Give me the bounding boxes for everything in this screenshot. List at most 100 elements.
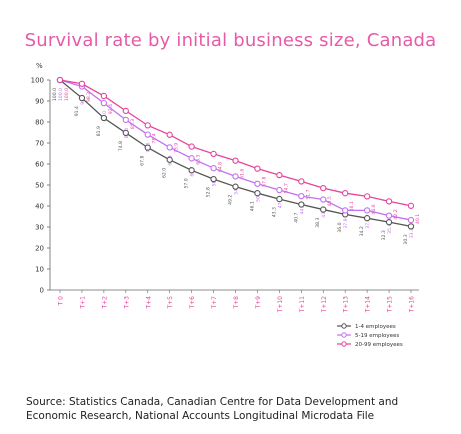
legend-marker bbox=[341, 323, 347, 329]
y-tick-label: 30 bbox=[35, 224, 44, 232]
data-label: 100.0 bbox=[58, 88, 64, 101]
data-labels: 100.0 91.4 81.9 74.8 67.8 62.0 57.0 52.8 49.2 46.… bbox=[52, 88, 421, 245]
axes: % 0 10 20 30 40 50 60 70 80 90 100 T 0 T+1 T+2 T+3 T+4 T+… bbox=[31, 62, 419, 313]
legend: 1-4 employees 5-19 employees 20-99 employe… bbox=[337, 323, 403, 348]
data-label: 98.2 bbox=[86, 92, 92, 102]
chart-title: Survival rate by initial business size, … bbox=[24, 30, 437, 51]
data-label: 67.8 bbox=[140, 156, 146, 166]
y-tick-label: 0 bbox=[40, 287, 44, 295]
x-tick-label: T 0 bbox=[58, 296, 65, 307]
legend-label: 20-99 employees bbox=[355, 342, 403, 348]
data-label: 44.6 bbox=[371, 204, 377, 214]
series-lines bbox=[56, 76, 415, 230]
data-point bbox=[342, 207, 349, 214]
data-point bbox=[342, 190, 349, 197]
x-tick-label: T+2 bbox=[101, 296, 108, 310]
data-label: 61.6 bbox=[240, 169, 246, 179]
data-point bbox=[232, 173, 239, 180]
data-label: 73.9 bbox=[174, 143, 180, 153]
legend-marker bbox=[341, 341, 347, 347]
data-point bbox=[254, 190, 261, 197]
y-tick-label: 80 bbox=[35, 119, 44, 127]
data-point bbox=[276, 195, 283, 203]
data-point bbox=[188, 155, 195, 162]
data-label: 42.2 bbox=[393, 209, 399, 219]
y-tick-label: 60 bbox=[35, 161, 44, 169]
data-point bbox=[56, 76, 64, 84]
y-tick-label: 40 bbox=[35, 203, 44, 211]
x-tick-label: T+11 bbox=[299, 296, 306, 314]
x-tick-label: T+12 bbox=[321, 296, 328, 314]
data-point bbox=[385, 212, 393, 219]
data-point bbox=[254, 180, 261, 187]
series-line bbox=[59, 79, 412, 221]
data-point bbox=[298, 178, 305, 185]
data-point bbox=[210, 165, 217, 172]
data-label: 46.1 bbox=[249, 201, 255, 211]
data-label: 81.9 bbox=[96, 126, 102, 136]
data-point bbox=[320, 206, 327, 213]
data-label: 68.3 bbox=[196, 154, 202, 164]
data-point bbox=[320, 196, 327, 203]
data-point bbox=[122, 116, 129, 124]
data-label: 51.7 bbox=[305, 189, 311, 199]
x-tick-label: T+13 bbox=[343, 296, 350, 314]
data-point bbox=[385, 198, 393, 205]
data-point bbox=[100, 114, 108, 122]
y-tick-label: 90 bbox=[35, 98, 44, 106]
data-label: 57.0 bbox=[184, 178, 190, 188]
x-tick-label: T+9 bbox=[255, 296, 262, 310]
data-point bbox=[144, 122, 151, 129]
data-label: 43.1 bbox=[321, 207, 327, 217]
legend-label: 1-4 employees bbox=[355, 324, 396, 330]
data-label: 100.0 bbox=[64, 88, 70, 101]
y-tick-label: 20 bbox=[35, 245, 44, 253]
data-point bbox=[363, 215, 371, 222]
data-label: 49.2 bbox=[228, 195, 234, 205]
data-point bbox=[254, 165, 261, 172]
x-tick-label: T+15 bbox=[387, 296, 394, 314]
x-tick-label: T+10 bbox=[277, 296, 284, 314]
data-point bbox=[385, 219, 393, 226]
data-label: 32.3 bbox=[381, 230, 387, 240]
data-point bbox=[144, 144, 151, 151]
data-label: 37.9 bbox=[365, 218, 371, 228]
data-label: 43.3 bbox=[271, 207, 277, 217]
data-label: 52.8 bbox=[206, 187, 212, 197]
data-label: 46.1 bbox=[349, 201, 355, 211]
data-point bbox=[166, 144, 173, 151]
y-tick-label: 70 bbox=[35, 140, 44, 148]
data-label: 54.7 bbox=[283, 183, 289, 193]
source-note: Source: Statistics Canada, Canadian Cent… bbox=[26, 396, 399, 422]
data-point bbox=[122, 129, 129, 137]
data-label: 40.7 bbox=[293, 212, 299, 222]
x-tick-label: T+5 bbox=[167, 296, 174, 310]
data-point bbox=[122, 107, 129, 115]
data-point bbox=[100, 92, 108, 100]
x-tick-label: T+8 bbox=[233, 296, 240, 310]
data-label: 64.8 bbox=[218, 162, 224, 172]
x-tick-label: T+4 bbox=[145, 296, 152, 310]
data-label: 57.8 bbox=[261, 177, 267, 187]
data-point bbox=[78, 94, 86, 102]
data-label: 50.6 bbox=[255, 192, 261, 202]
y-tick-label: 10 bbox=[35, 266, 44, 274]
data-point bbox=[166, 156, 173, 163]
data-label: 62.0 bbox=[162, 168, 168, 178]
data-point bbox=[210, 175, 217, 183]
legend-label: 5-19 employees bbox=[355, 333, 399, 339]
y-axis-unit: % bbox=[36, 62, 43, 70]
data-point bbox=[407, 223, 415, 230]
x-tick-label: T+14 bbox=[365, 296, 372, 314]
y-tick-label: 50 bbox=[35, 182, 44, 190]
data-point bbox=[210, 150, 217, 158]
data-label: 38.3 bbox=[315, 217, 321, 227]
data-label: 35.4 bbox=[387, 224, 393, 234]
data-point bbox=[188, 143, 195, 150]
y-tick-label: 100 bbox=[31, 77, 44, 85]
x-tick-label: T+1 bbox=[79, 296, 86, 310]
data-label: 100.0 bbox=[52, 88, 58, 101]
data-point bbox=[100, 99, 108, 107]
data-point bbox=[144, 131, 151, 138]
